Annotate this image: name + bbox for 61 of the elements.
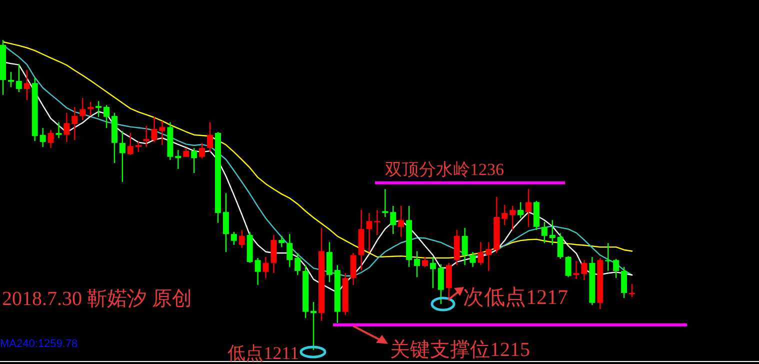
candlestick — [222, 192, 229, 253]
candlestick — [270, 234, 277, 274]
candlestick — [230, 231, 237, 246]
candlestick — [40, 127, 46, 148]
candlestick — [96, 100, 102, 118]
candlestick — [286, 233, 293, 268]
candlestick — [24, 69, 30, 101]
candlestick — [422, 256, 428, 268]
candlestick — [326, 242, 332, 283]
candlestick — [80, 97, 86, 121]
candlestick — [613, 258, 620, 279]
candlestick — [207, 122, 214, 153]
candlestick — [502, 204, 508, 226]
candlestick — [262, 256, 269, 279]
candlestick — [199, 142, 206, 159]
candlestick — [541, 221, 548, 244]
annotation: 低点1211 — [228, 343, 299, 363]
candlestick — [486, 242, 492, 272]
candlestick — [382, 188, 388, 218]
candlestick — [294, 252, 301, 276]
candlestick — [8, 71, 14, 88]
candlestick — [518, 202, 524, 219]
candlestick — [390, 205, 396, 235]
candlestick — [350, 252, 356, 286]
candlestick — [430, 256, 436, 289]
candlestick — [143, 125, 150, 148]
candlestick — [238, 229, 245, 249]
candlestick — [254, 257, 261, 286]
candlestick — [48, 129, 54, 148]
candlestick — [104, 104, 110, 129]
candlestick — [64, 112, 70, 143]
candlestick — [462, 227, 468, 266]
candlestick — [16, 63, 22, 93]
candlestick — [175, 149, 182, 170]
candlestick — [135, 141, 142, 153]
annotation: MA240:1259.78 — [0, 338, 78, 350]
candlestick — [605, 242, 612, 272]
annotation: 2018.7.30 靳婼汐 原创 — [2, 288, 192, 310]
candlestick — [470, 251, 476, 268]
candlestick — [414, 250, 420, 278]
candlestick — [565, 255, 572, 278]
candlestick — [127, 132, 134, 156]
candlestick — [278, 235, 285, 248]
annotation: 次低点1217 — [463, 285, 568, 309]
candlestick — [88, 101, 94, 117]
candlestick — [525, 188, 532, 228]
candlestick — [72, 106, 78, 141]
candlestick — [621, 266, 628, 299]
candlestick — [438, 264, 444, 305]
candlestick — [549, 220, 556, 246]
candlestick — [557, 232, 564, 260]
candlestick — [56, 122, 62, 139]
candlestick — [510, 205, 516, 231]
ref-line-label: 关键支撑位1215 — [390, 338, 530, 361]
ref-line-label: 双顶分水岭1236 — [385, 160, 504, 179]
candlestick — [398, 205, 404, 238]
candlestick — [119, 130, 126, 183]
candlestick — [191, 147, 198, 174]
candlestick — [310, 301, 317, 351]
candlestick — [478, 242, 484, 266]
candlestick — [446, 262, 452, 299]
